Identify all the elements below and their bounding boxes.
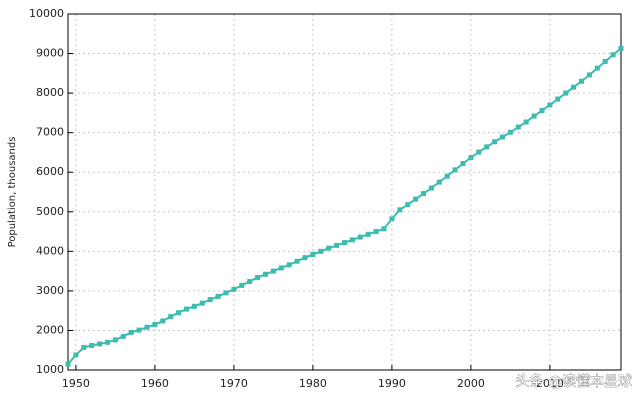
point	[302, 255, 308, 261]
point	[610, 52, 616, 58]
point	[365, 231, 371, 237]
point	[223, 290, 229, 296]
y-tick-label: 7000	[36, 126, 64, 139]
x-tick-label: 1980	[299, 377, 327, 390]
x-tick-label: 2000	[457, 377, 485, 390]
x-tick-label: 1950	[62, 377, 90, 390]
point	[381, 226, 387, 232]
point	[342, 240, 347, 246]
point	[389, 216, 395, 222]
plot-frame	[67, 13, 622, 371]
point	[81, 344, 87, 350]
point	[278, 265, 284, 271]
point	[436, 179, 442, 185]
point	[120, 333, 126, 339]
point	[294, 258, 300, 264]
point	[247, 278, 253, 284]
point	[128, 329, 134, 335]
point	[89, 342, 95, 348]
y-tick-label: 9000	[36, 47, 64, 60]
x-tick-label: 1970	[220, 377, 248, 390]
point	[136, 327, 142, 333]
y-axis-label: Population, thousands	[7, 137, 18, 248]
y-tick-label: 4000	[36, 244, 64, 257]
y-tick-label: 10000	[29, 7, 64, 20]
point	[618, 45, 624, 51]
point	[231, 286, 237, 292]
point	[397, 207, 403, 213]
point	[270, 268, 276, 274]
point	[176, 310, 182, 316]
point	[444, 173, 450, 179]
point	[515, 124, 521, 130]
x-tick-label: 2010	[536, 377, 564, 390]
point	[579, 78, 584, 84]
point	[349, 237, 355, 243]
point	[507, 129, 513, 135]
point	[602, 58, 608, 64]
point	[199, 300, 205, 306]
point	[405, 202, 411, 208]
point	[263, 271, 268, 277]
point	[547, 102, 553, 108]
point	[318, 248, 324, 254]
x-tick-label: 1960	[141, 377, 169, 390]
point	[65, 361, 71, 367]
y-tick-label: 3000	[36, 284, 64, 297]
point	[191, 303, 197, 309]
point	[160, 318, 166, 324]
point	[476, 149, 482, 155]
point	[357, 234, 363, 240]
point	[112, 337, 118, 343]
point	[310, 251, 316, 257]
point	[97, 341, 103, 347]
y-tick-label: 6000	[36, 165, 64, 178]
point	[468, 155, 474, 161]
point	[286, 262, 292, 268]
point	[413, 196, 419, 202]
point	[492, 139, 498, 145]
point	[586, 72, 592, 78]
y-tick-label: 1000	[36, 363, 64, 376]
point	[334, 242, 340, 248]
point	[168, 314, 174, 320]
point	[555, 96, 561, 102]
point	[523, 119, 529, 125]
y-tick-label: 8000	[36, 86, 64, 99]
point	[428, 185, 434, 191]
point	[144, 324, 150, 330]
y-tick-label: 5000	[36, 205, 64, 218]
point	[500, 134, 505, 140]
point	[239, 282, 245, 288]
watermark: 头条 @读懂本星球	[516, 373, 632, 390]
point	[484, 144, 490, 150]
y-tick-label: 2000	[36, 323, 64, 336]
point	[539, 108, 545, 114]
point	[73, 352, 79, 358]
point	[421, 191, 426, 197]
point	[452, 167, 458, 173]
point	[207, 297, 213, 303]
x-tick-label: 1990	[378, 377, 406, 390]
point	[152, 322, 158, 328]
point	[255, 274, 261, 280]
point	[326, 245, 332, 251]
point	[531, 113, 537, 119]
line	[67, 47, 622, 365]
point	[563, 90, 569, 96]
point	[460, 161, 466, 167]
point	[184, 306, 189, 312]
point	[105, 339, 110, 345]
point	[215, 293, 221, 299]
point	[594, 65, 600, 71]
point	[571, 84, 577, 90]
point	[373, 229, 379, 235]
